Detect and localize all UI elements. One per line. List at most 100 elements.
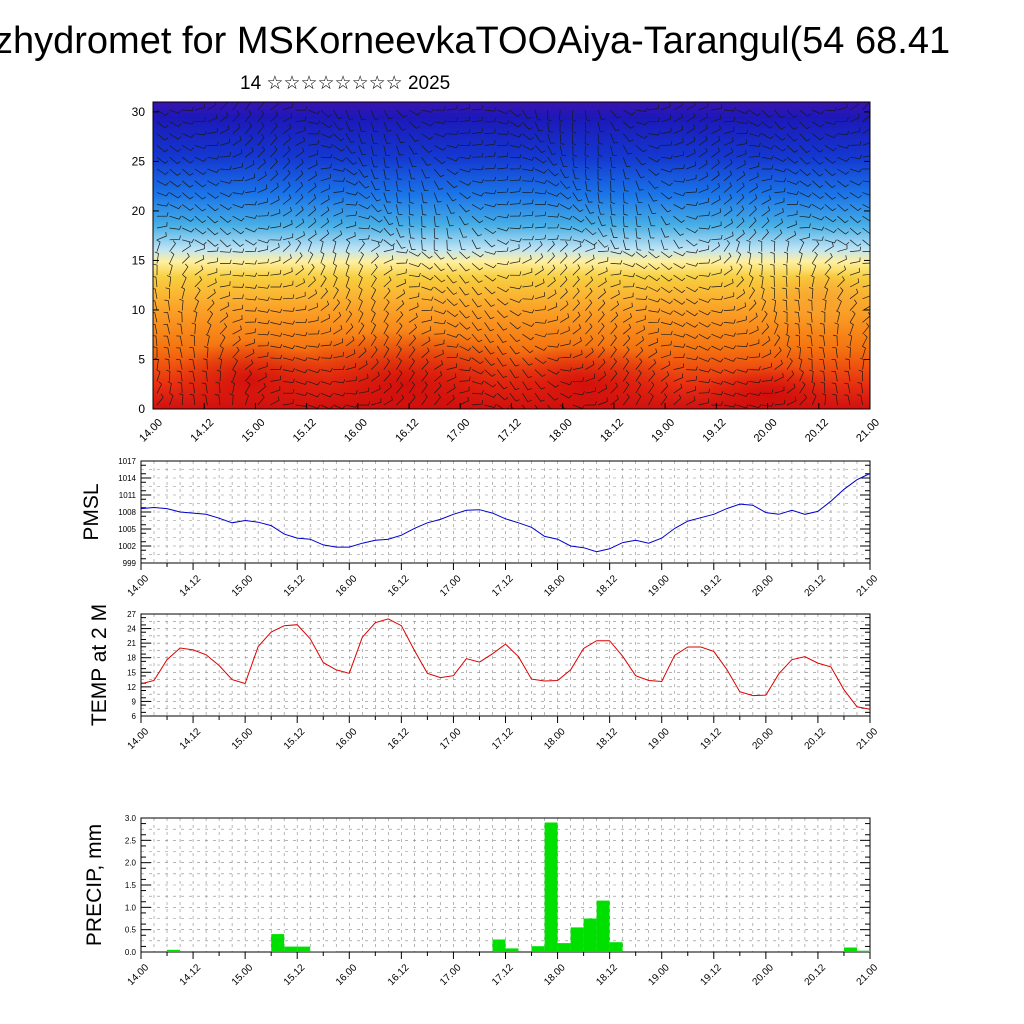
x-tick-label: 17.00 (438, 726, 464, 752)
wind-barb (509, 176, 521, 182)
wind-barb (345, 239, 351, 252)
wind-barb (807, 346, 813, 358)
wind-barb (723, 159, 733, 170)
wind-barb (484, 164, 496, 170)
wind-barb (189, 394, 196, 406)
wind-barb (282, 294, 295, 300)
wind-barb (484, 176, 497, 182)
wind-barb (245, 349, 255, 359)
wind-barb (635, 274, 648, 280)
wind-barb (446, 310, 459, 317)
wind-barb (534, 109, 542, 121)
wind-barb (471, 105, 484, 111)
wind-barb (698, 124, 708, 134)
wind-barb (837, 204, 849, 212)
wind-barb (295, 126, 306, 134)
wind-barb (320, 195, 330, 205)
wind-barb (559, 300, 569, 311)
wind-barb (194, 255, 205, 264)
wind-barb (408, 109, 421, 116)
wind-barb (846, 346, 851, 358)
wind-barb (824, 107, 837, 112)
wind-barb (648, 216, 656, 227)
wind-barb (509, 404, 515, 409)
x-tick-label: 14.00 (137, 417, 165, 445)
wind-barb (421, 274, 434, 281)
wind-barb (559, 288, 568, 300)
wind-barb (547, 357, 560, 362)
wind-barb (164, 299, 170, 311)
wind-barb (459, 227, 468, 238)
wind-barb (819, 358, 826, 370)
wind-barb (202, 358, 208, 370)
wind-barb (660, 216, 671, 226)
wind-barb (245, 318, 257, 323)
precip-bar (544, 822, 558, 952)
wind-barb (862, 334, 868, 347)
x-tick-label: 15.12 (282, 962, 308, 988)
wind-barb (295, 116, 307, 123)
wind-barb (610, 157, 616, 169)
wind-barb (822, 298, 827, 311)
y-tick-label: 999 (123, 559, 137, 568)
y-axis-label: PRECIP, mm (83, 824, 106, 946)
wind-barb (229, 393, 234, 406)
wind-barb (181, 252, 190, 264)
wind-barb (207, 278, 217, 288)
wind-barb (786, 156, 799, 164)
wind-barb (194, 227, 207, 235)
wind-barb (156, 168, 169, 175)
wind-barb (585, 227, 597, 236)
wind-barb (849, 113, 860, 123)
wind-barb (796, 346, 801, 358)
wind-barb (824, 253, 833, 264)
wind-barb (484, 128, 496, 134)
wind-barb (345, 263, 350, 276)
wind-barb (396, 300, 405, 311)
wind-barb (383, 180, 391, 192)
wind-barb (862, 284, 870, 288)
wind-barb (257, 372, 267, 382)
wind-barb (723, 392, 736, 397)
wind-barb (623, 251, 636, 257)
wind-barbs (153, 102, 870, 409)
wind-barb (547, 192, 560, 197)
wind-barb (207, 180, 220, 187)
wind-barb (534, 168, 547, 174)
wind-barb (698, 388, 711, 394)
wind-barb (660, 251, 673, 258)
wind-barb (610, 133, 619, 144)
wind-barb (446, 343, 459, 348)
wind-barb (811, 393, 817, 406)
wind-barb (786, 180, 799, 185)
wind-barb (165, 287, 170, 299)
heatmap-warm-core (170, 340, 330, 409)
wind-barb (774, 218, 784, 229)
wind-barb (320, 184, 331, 193)
wind-barb (547, 240, 555, 252)
wind-barb (534, 265, 544, 276)
wind-barb (686, 298, 698, 305)
wind-barb (194, 287, 201, 299)
y-tick-label: 18 (127, 654, 136, 663)
wind-barb (383, 358, 390, 370)
wind-barb (723, 107, 736, 112)
wind-barb (711, 345, 724, 351)
wind-barb (433, 286, 446, 294)
wind-barb (559, 241, 568, 252)
wind-barb (509, 143, 522, 148)
wind-barb (295, 181, 304, 193)
wind-barb (774, 168, 787, 173)
wind-barb (648, 168, 660, 176)
wind-barb (421, 336, 431, 347)
wind-barb (459, 154, 472, 159)
wind-barb (308, 150, 319, 158)
x-tick-label: 20.00 (751, 726, 777, 752)
wind-barb (307, 194, 317, 205)
wind-barb (571, 133, 577, 146)
wind-barb (446, 104, 458, 111)
wind-barb (471, 286, 483, 296)
wind-barb (497, 152, 509, 158)
wind-barb (257, 341, 270, 347)
wind-barb (232, 357, 238, 370)
